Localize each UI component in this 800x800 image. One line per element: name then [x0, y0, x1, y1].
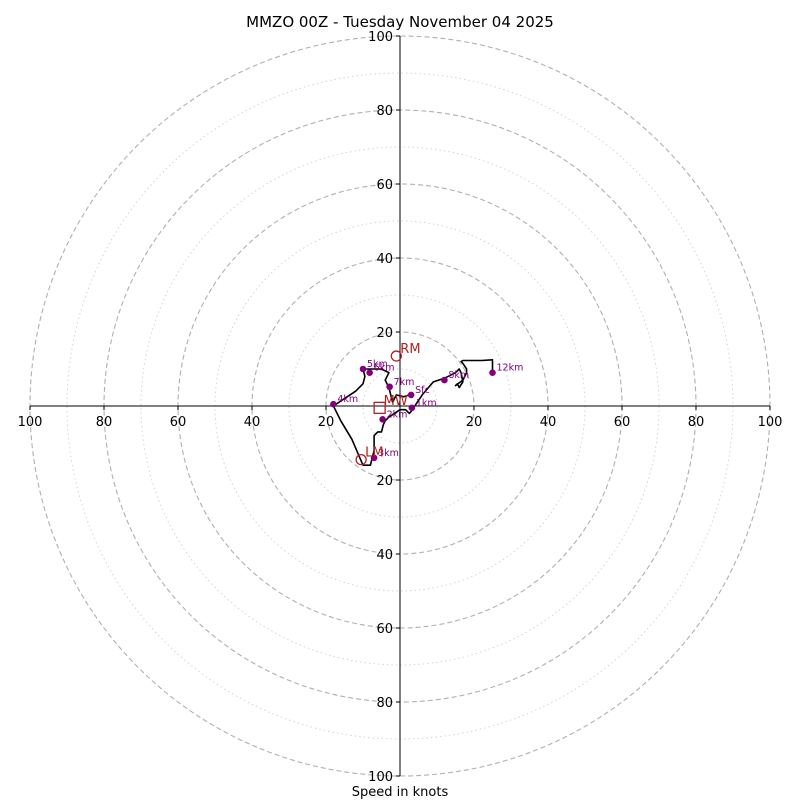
height-marker-5km	[359, 365, 367, 373]
storm-motion-label-MW: MW	[384, 394, 408, 409]
height-marker-12km	[489, 369, 496, 377]
height-marker-7km	[386, 383, 393, 391]
height-marker-1km	[408, 404, 416, 412]
height-marker-label-7km: 7km	[394, 377, 415, 388]
height-marker-label-4km: 4km	[337, 394, 358, 405]
x-tick-label: 20	[466, 415, 483, 430]
x-tick-label: 80	[688, 415, 705, 430]
height-marker-2km	[379, 416, 386, 423]
x-tick-label: 100	[758, 415, 783, 430]
storm-motion-label-LM: LM	[365, 446, 383, 461]
x-tick-label: 80	[96, 415, 113, 430]
axes: 100 80 60 40 20 20 40 60 80 100 100 80 60 40 20 20 40 60 8…	[18, 30, 783, 785]
y-tick-label: 100	[368, 770, 393, 785]
y-tick-label: 60	[376, 178, 393, 193]
storm-motion-LM	[355, 453, 367, 466]
hodograph-line	[332, 358, 494, 467]
height-marker-label-6km: 6km	[374, 363, 395, 374]
x-tick-label: 40	[540, 415, 557, 430]
y-tick-label: 20	[376, 326, 393, 341]
height-marker-6km	[366, 369, 373, 377]
height-marker-label-12km: 12km	[497, 363, 524, 374]
storm-motion-RM	[390, 350, 402, 362]
height-marker-Sfc	[407, 391, 415, 399]
x-tick-label: 100	[18, 415, 43, 430]
x-tick-label: 20	[318, 415, 335, 430]
y-tick-label: 80	[376, 104, 393, 119]
y-tick-label: 60	[376, 622, 393, 637]
storm-motion-label-RM: RM	[400, 342, 420, 357]
x-tick-label: 40	[244, 415, 261, 430]
x-tick-label: 60	[614, 415, 631, 430]
height-marker-label-1km: 1km	[416, 398, 437, 409]
y-tick-label: 40	[376, 548, 393, 563]
height-marker-label-5km: 5km	[367, 359, 388, 370]
height-marker-label-8km: 8km	[448, 370, 469, 381]
storm-motion-MW	[373, 401, 386, 415]
chart-title: MMZO 00Z - Tuesday November 04 2025	[246, 13, 554, 31]
height-marker-label-3km: 3km	[378, 448, 399, 459]
y-tick-label: 20	[376, 474, 393, 489]
y-tick-label: 40	[376, 252, 393, 267]
height-marker-8km	[441, 376, 448, 384]
y-tick-label: 100	[368, 30, 393, 45]
y-tick-label: 80	[376, 696, 393, 711]
height-marker-3km	[370, 454, 378, 462]
x-tick-label: 60	[170, 415, 187, 430]
x-axis-label: Speed in knots	[352, 785, 449, 800]
height-marker-label-Sfc: Sfc	[415, 385, 430, 396]
storm-motion-markers: RM LM MW	[355, 342, 421, 466]
height-marker-label-2km: 2km	[387, 409, 408, 420]
hodograph-trace-layer	[332, 358, 494, 467]
height-marker-4km	[330, 400, 337, 408]
